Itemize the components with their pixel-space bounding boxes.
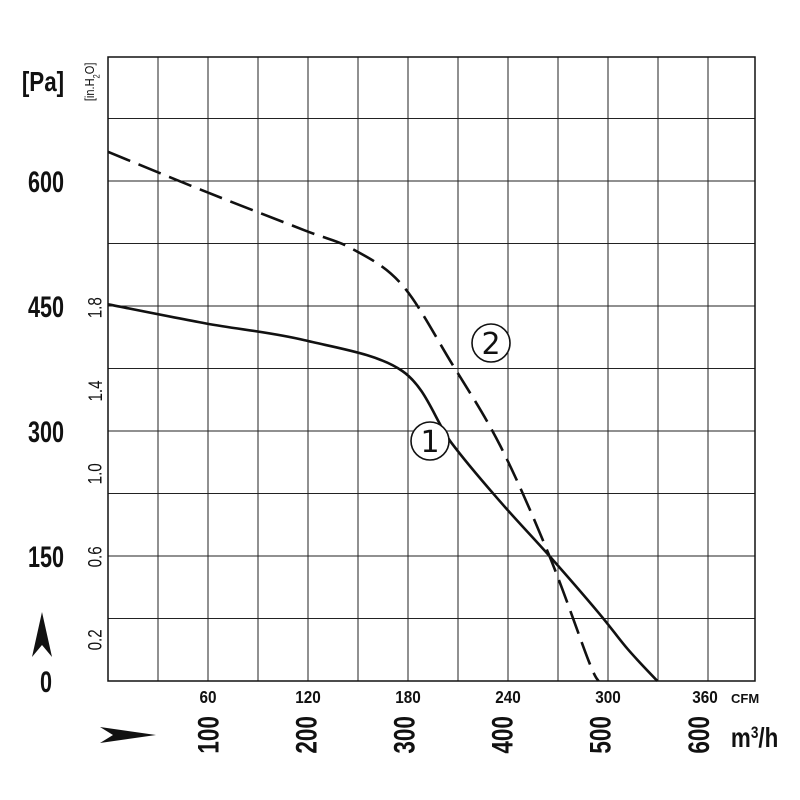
- y-tick-label-pa: 600: [28, 164, 64, 198]
- chart-grid: [108, 57, 755, 681]
- curves: [107, 150, 659, 682]
- x-tick-label-cfm: 180: [395, 687, 421, 707]
- plot-frame: [107, 56, 756, 682]
- curve-1-marker-label: 1: [420, 425, 439, 460]
- x-tick-label-m3h: 200: [289, 716, 323, 754]
- x-tick-label-m3h: 300: [387, 716, 421, 754]
- tick-labels: 0 150 300 450 600 0.2 0.6 1.0 1.4 1.8 60 120 180 240 3…: [28, 164, 718, 753]
- y-axis-arrow-icon: [32, 612, 52, 657]
- y-tick-label-inh2o: 1.0: [84, 463, 106, 484]
- x-tick-label-cfm: 300: [595, 687, 621, 707]
- x-unit-m3h-main: m: [731, 723, 751, 754]
- y-unit-inh2o-tail: O]: [82, 63, 97, 75]
- x-tick-label-m3h: 400: [485, 716, 519, 754]
- curve-2-dashed-line: [107, 150, 600, 682]
- x-axis-arrow-icon: [100, 727, 156, 743]
- y-tick-label-pa: 0: [40, 664, 52, 698]
- x-tick-label-cfm: 60: [199, 687, 216, 707]
- y-tick-label-inh2o: 0.2: [84, 629, 106, 650]
- y-unit-inh2o-sub: 2: [91, 74, 102, 79]
- x-unit-m3h: m3/h: [731, 723, 778, 754]
- y-tick-label-inh2o: 1.8: [84, 297, 106, 318]
- x-unit-m3h-tail: /h: [758, 723, 778, 754]
- y-tick-label-pa: 150: [28, 539, 64, 573]
- x-tick-label-m3h: 100: [191, 716, 225, 754]
- curve-annotations: 12: [410, 323, 511, 461]
- y-tick-label-pa: 450: [28, 289, 64, 323]
- axis-arrows: [32, 612, 156, 743]
- y-tick-label-pa: 300: [28, 414, 64, 448]
- y-unit-pa: [Pa]: [22, 67, 64, 98]
- y-unit-inh2o-main: [in.H: [82, 78, 97, 101]
- x-unit-cfm: CFM: [731, 691, 759, 706]
- x-unit-m3h-sup: 3: [751, 723, 759, 742]
- x-tick-label-m3h: 600: [682, 716, 716, 754]
- x-tick-label-cfm: 120: [295, 687, 321, 707]
- y-tick-label-inh2o: 0.6: [84, 546, 106, 567]
- y-tick-label-inh2o: 1.4: [84, 380, 106, 401]
- plot-border: [107, 56, 756, 682]
- curve-1-marker-circle: [410, 421, 450, 461]
- x-tick-label-m3h: 500: [584, 716, 618, 754]
- x-tick-label-cfm: 360: [692, 687, 718, 707]
- x-tick-label-cfm: 240: [495, 687, 521, 707]
- y-unit-inh2o: [in.H2O]: [82, 63, 101, 102]
- curve-2-marker-label: 2: [481, 327, 500, 362]
- curve-2-marker-circle: [471, 323, 511, 363]
- curve-1-solid-line: [107, 303, 659, 682]
